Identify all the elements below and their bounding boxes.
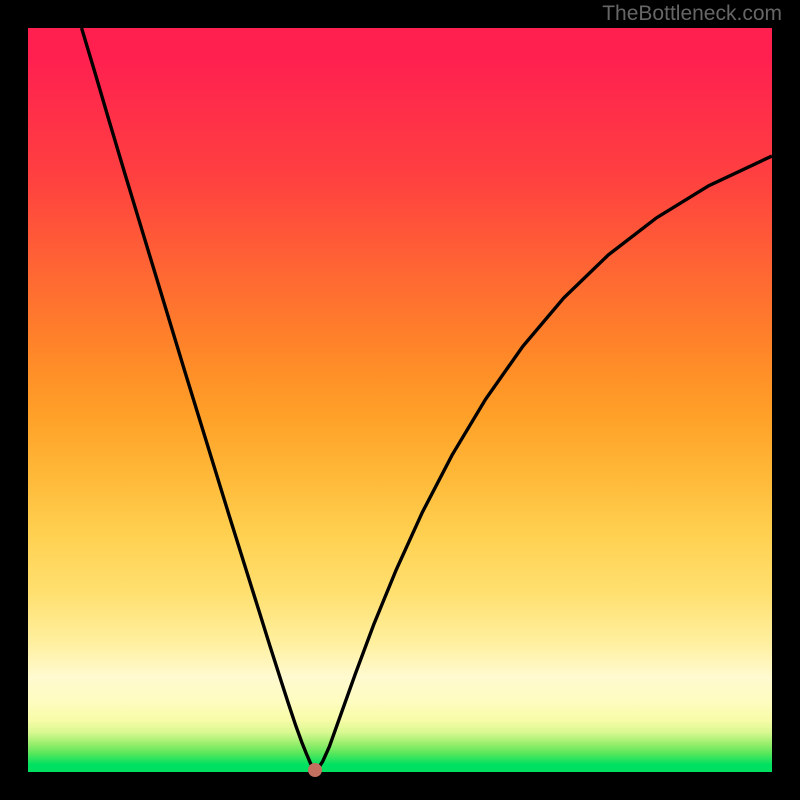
gradient-overlay [28,28,772,772]
watermark-text: TheBottleneck.com [602,2,782,26]
plot-area [28,28,772,772]
optimum-marker [308,763,322,777]
